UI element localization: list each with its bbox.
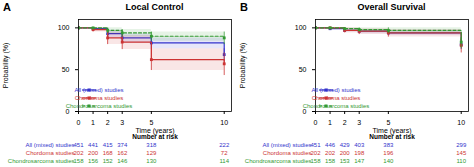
- svg-text:146: 146: [117, 158, 128, 164]
- svg-text:1: 1: [91, 119, 95, 126]
- svg-text:Chordoma studies: Chordoma studies: [75, 95, 124, 101]
- svg-text:2: 2: [343, 119, 347, 126]
- svg-text:383: 383: [383, 142, 394, 148]
- svg-text:Chondrosarcoma studies: Chondrosarcoma studies: [8, 158, 75, 164]
- html-text:Overall Survival: Overall Survival: [357, 2, 426, 12]
- svg-text:50: 50: [62, 66, 70, 73]
- svg-text:168: 168: [103, 150, 114, 156]
- svg-text:0: 0: [77, 119, 81, 126]
- svg-text:451: 451: [310, 142, 321, 148]
- svg-text:100: 100: [295, 24, 307, 31]
- svg-text:Chordoma studies: Chordoma studies: [263, 150, 312, 156]
- svg-text:446: 446: [325, 142, 336, 148]
- svg-text:162: 162: [117, 150, 128, 156]
- svg-text:Probability (%): Probability (%): [2, 43, 10, 89]
- html-text:B: B: [240, 1, 248, 13]
- svg-text:0: 0: [314, 119, 318, 126]
- svg-text:196: 196: [383, 150, 394, 156]
- svg-text:Chondrosarcoma studies: Chondrosarcoma studies: [245, 158, 312, 164]
- svg-text:374: 374: [117, 142, 128, 148]
- svg-text:202: 202: [310, 150, 321, 156]
- html-text:A: A: [3, 1, 11, 13]
- svg-text:156: 156: [88, 158, 99, 164]
- svg-text:Probability (%): Probability (%): [239, 43, 247, 89]
- svg-text:158: 158: [73, 158, 84, 164]
- svg-text:Chordoma studies: Chordoma studies: [26, 150, 75, 156]
- svg-text:2: 2: [106, 119, 110, 126]
- svg-text:All (mixed) studies: All (mixed) studies: [262, 142, 311, 148]
- svg-text:158: 158: [310, 158, 321, 164]
- svg-text:318: 318: [146, 142, 157, 148]
- svg-text:145: 145: [456, 150, 467, 156]
- svg-text:299: 299: [456, 142, 467, 148]
- svg-text:Time (years): Time (years): [372, 126, 412, 134]
- svg-text:152: 152: [103, 158, 114, 164]
- svg-text:158: 158: [325, 158, 336, 164]
- svg-text:3: 3: [120, 119, 124, 126]
- svg-text:Chordoma studies: Chordoma studies: [312, 95, 361, 101]
- svg-text:110: 110: [456, 158, 466, 164]
- svg-text:114: 114: [219, 158, 229, 164]
- html-text:Local Control: Local Control: [125, 2, 184, 12]
- svg-text:0: 0: [65, 107, 70, 115]
- svg-text:5: 5: [149, 119, 153, 126]
- svg-text:200: 200: [88, 150, 99, 156]
- svg-text:415: 415: [103, 142, 114, 148]
- svg-text:198: 198: [354, 150, 365, 156]
- svg-text:Number at risk: Number at risk: [132, 133, 178, 140]
- svg-text:403: 403: [354, 142, 365, 148]
- svg-text:130: 130: [146, 158, 157, 164]
- svg-text:3: 3: [357, 119, 361, 126]
- svg-text:10: 10: [457, 119, 465, 126]
- svg-text:All (mixed) studies: All (mixed) studies: [311, 87, 360, 93]
- svg-text:441: 441: [88, 142, 99, 148]
- svg-text:0: 0: [302, 107, 307, 115]
- svg-text:153: 153: [340, 158, 351, 164]
- svg-text:202: 202: [325, 150, 336, 156]
- svg-text:All (mixed) studies: All (mixed) studies: [74, 87, 123, 93]
- svg-text:Number at risk: Number at risk: [369, 133, 415, 140]
- svg-text:5: 5: [386, 119, 390, 126]
- svg-text:Chondrosarcoma studies: Chondrosarcoma studies: [66, 103, 133, 109]
- svg-text:140: 140: [383, 158, 394, 164]
- svg-text:Time (years): Time (years): [135, 126, 175, 134]
- svg-text:Chondrosarcoma studies: Chondrosarcoma studies: [303, 103, 370, 109]
- svg-text:All (mixed) studies: All (mixed) studies: [25, 142, 74, 148]
- svg-text:200: 200: [340, 150, 351, 156]
- svg-text:72: 72: [221, 150, 228, 156]
- svg-text:202: 202: [73, 150, 84, 156]
- svg-text:129: 129: [146, 150, 157, 156]
- svg-text:429: 429: [340, 142, 351, 148]
- svg-text:50: 50: [299, 66, 307, 73]
- svg-text:222: 222: [219, 142, 230, 148]
- svg-text:10: 10: [220, 119, 228, 126]
- svg-text:451: 451: [73, 142, 84, 148]
- svg-text:100: 100: [58, 24, 70, 31]
- svg-text:147: 147: [354, 158, 365, 164]
- svg-text:1: 1: [328, 119, 332, 126]
